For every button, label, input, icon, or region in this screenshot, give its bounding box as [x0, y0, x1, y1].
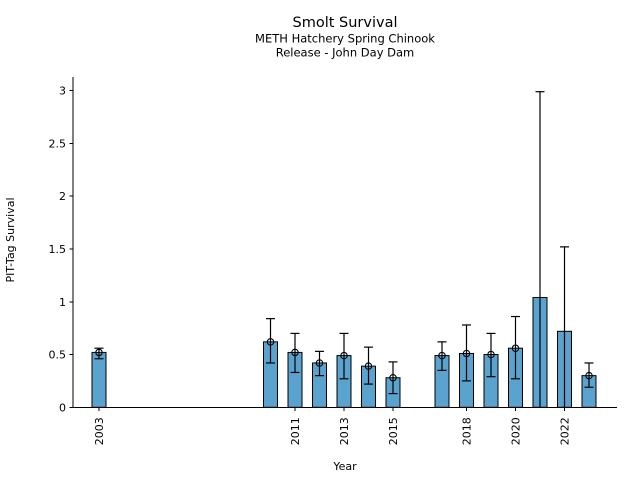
- point-marker-2003: [95, 348, 103, 357]
- y-tick-label: 2.5: [49, 137, 67, 150]
- y-tick-label: 0.5: [49, 349, 67, 362]
- x-tick-label-2011: 2011: [289, 417, 302, 445]
- y-axis-label: PIT-Tag Survival: [4, 197, 17, 282]
- y-tick-labels: 0 0.5 1 1.5 2 2.5 3: [49, 85, 67, 415]
- y-tick-label: 2: [59, 190, 66, 203]
- point-marker-2018: [462, 349, 471, 358]
- x-tick-labels: 2003 2011 2013 2015 2018 2020 2022: [93, 417, 572, 445]
- point-marker-2020: [511, 344, 520, 352]
- point-marker-2017: [438, 351, 446, 360]
- y-tick-label: 1.5: [49, 243, 67, 256]
- point-marker-2014: [364, 362, 373, 370]
- chart-title: Smolt Survival: [293, 15, 398, 31]
- point-marker-2015: [389, 373, 397, 382]
- x-tick-label-2020: 2020: [510, 417, 523, 445]
- bar-2003: [91, 351, 107, 408]
- chart-subtitle-release: Release - John Day Dam: [276, 46, 415, 60]
- x-tick-label-2015: 2015: [387, 417, 400, 445]
- y-tick-label: 3: [59, 85, 66, 98]
- x-tick-label-2018: 2018: [461, 417, 474, 445]
- point-marker-2013: [340, 351, 348, 360]
- x-axis-label: Year: [332, 460, 357, 473]
- point-marker-2019: [487, 350, 495, 359]
- error-bars-group: [94, 91, 594, 408]
- point-marker-2023: [585, 371, 593, 380]
- point-marker-2010: [266, 338, 275, 346]
- x-tick-label-2013: 2013: [338, 417, 351, 445]
- x-tick-label-2022: 2022: [559, 417, 572, 445]
- bars-group: [91, 297, 597, 408]
- point-marker-2012: [315, 359, 324, 367]
- point-marker-2011: [291, 348, 299, 357]
- chart-subtitle-hatchery: METH Hatchery Spring Chinook: [255, 32, 435, 46]
- y-tick-label: 1: [59, 296, 66, 309]
- x-tick-label-2003: 2003: [93, 417, 106, 445]
- y-tick-label: 0: [59, 401, 66, 414]
